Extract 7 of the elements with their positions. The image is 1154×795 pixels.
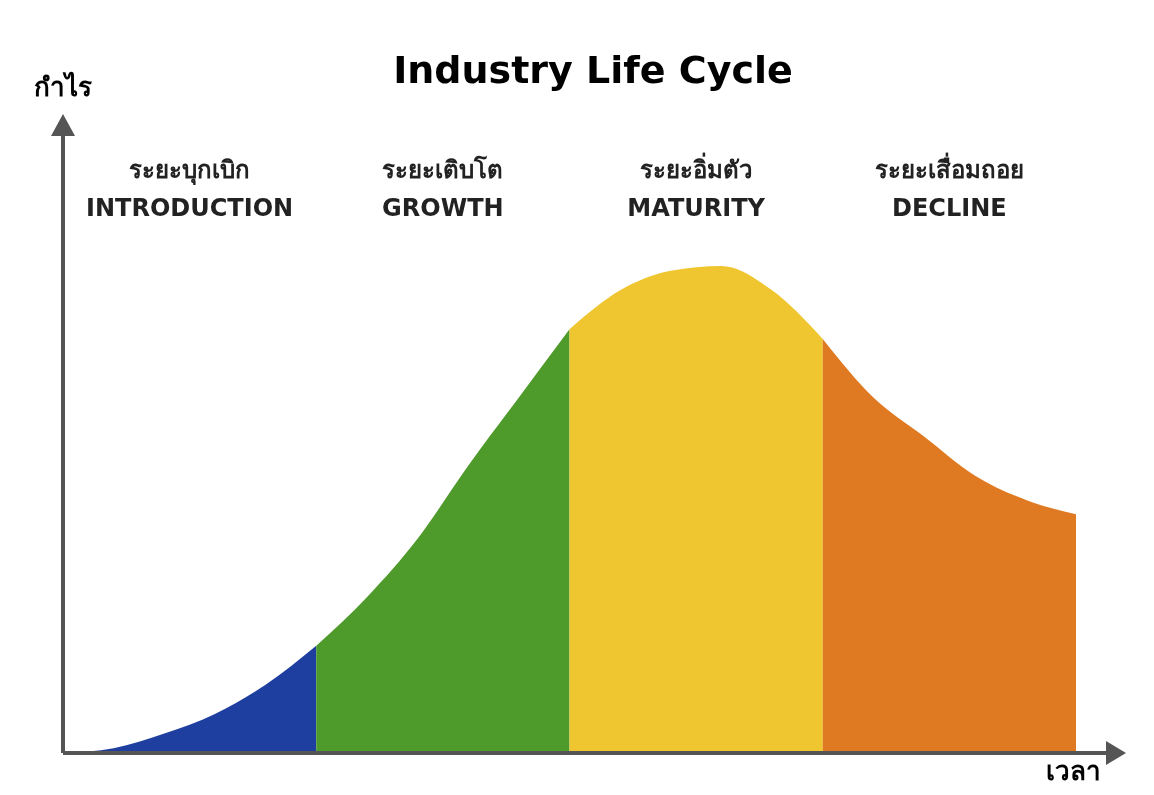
- x-axis-title: เวลา: [1045, 756, 1101, 786]
- text: ระยะเติบโต GROWTH: [382, 155, 504, 222]
- text: กำไร: [34, 71, 92, 102]
- text: ระยะอิ่มตัว MATURITY: [627, 152, 766, 222]
- text: ระยะเสื่อมถอย DECLINE: [874, 152, 1024, 222]
- text: ระยะบุกเบิก INTRODUCTION: [86, 156, 294, 222]
- chart-title: Industry Life Cycle: [393, 48, 793, 92]
